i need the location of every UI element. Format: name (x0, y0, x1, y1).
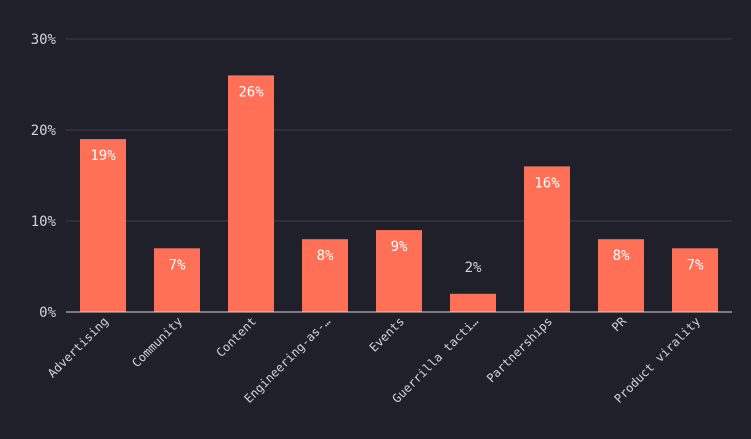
bar (80, 139, 126, 312)
x-category-label: PR (609, 314, 630, 335)
bar (302, 239, 348, 312)
x-category-label: Events (367, 314, 408, 355)
bar-value-label: 7% (687, 257, 704, 273)
bar-value-label: 8% (317, 248, 334, 264)
bar (598, 239, 644, 312)
x-category-label: Advertising (45, 314, 111, 380)
bars: 19% 7% 26% 8% 9% 2% 16% 8% 7% (80, 75, 718, 313)
bar (524, 166, 570, 312)
bar-value-label: 9% (391, 239, 408, 255)
bar (154, 248, 200, 312)
bar (672, 248, 718, 312)
bar (450, 293, 496, 312)
x-axis-categories: Advertising Community ContentEngineering-a… (45, 314, 703, 406)
y-axis-ticks: 0% 10% 20% 30% (31, 32, 57, 321)
y-tick-label: 0% (39, 305, 56, 321)
grid-lines (66, 38, 732, 222)
x-category-label: Partnerships (484, 314, 555, 385)
bar (376, 230, 422, 312)
x-category-label: Content (213, 314, 259, 360)
bar-value-label: 16% (534, 175, 560, 191)
bar-value-label: 2% (465, 260, 482, 276)
bar-value-label: 7% (169, 257, 186, 273)
y-tick-label: 10% (31, 214, 57, 230)
y-tick-label: 30% (31, 32, 57, 48)
bar-value-label: 19% (90, 148, 116, 164)
x-category-label: Community (129, 314, 185, 370)
bar-value-label: 26% (238, 84, 264, 100)
bar (228, 75, 274, 313)
bar-value-label: 8% (613, 248, 630, 264)
y-tick-label: 20% (31, 123, 57, 139)
